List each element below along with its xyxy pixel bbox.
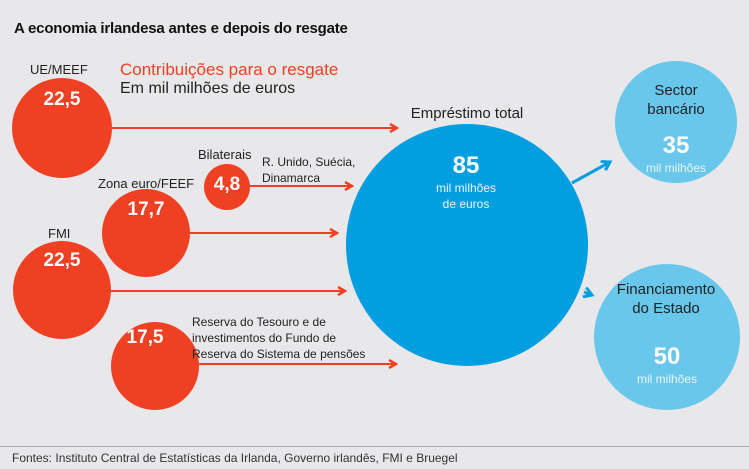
value-fmi: 22,5 [43, 250, 81, 271]
note-reserva: Reserva do Tesouro e de investimentos do… [192, 314, 365, 362]
note-bilaterais: R. Unido, Suécia, Dinamarca [262, 154, 355, 186]
value-financiamento: 50 [653, 343, 681, 370]
label-sector-bancario: Sector bancário [647, 81, 705, 119]
chart-title: A economia irlandesa antes e depois do r… [14, 20, 348, 37]
label-line: do Estado [632, 300, 700, 317]
note-reserva-line: investimentos do Fundo de [192, 331, 337, 345]
value-sector-bancario: 35 [662, 132, 690, 159]
value-emprestimo-total: 85 [452, 152, 480, 179]
note-reserva-line: Reserva do Tesouro e de [192, 315, 326, 329]
circle-zona-euro [102, 189, 190, 277]
label-financiamento: Financiamento do Estado [617, 280, 715, 318]
unit-line: de euros [442, 197, 490, 211]
label-fmi: FMI [48, 226, 71, 241]
circle-bilaterais [204, 164, 250, 210]
value-bilaterais: 4,8 [213, 174, 241, 195]
unit-emprestimo-total: mil milhões de euros [436, 180, 496, 212]
circle-reserva [111, 322, 199, 410]
legend-heading: Contribuições para o resgate [120, 60, 339, 79]
unit-financiamento: mil milhões [636, 372, 698, 386]
footer-divider [0, 446, 749, 447]
value-zona-euro: 17,7 [127, 199, 165, 220]
label-ue-meef: UE/MEEF [30, 62, 88, 77]
arrow-to-financiamento [584, 292, 592, 295]
label-bilaterais: Bilaterais [198, 147, 252, 162]
circle-ue-meef [12, 78, 112, 178]
label-line: Financiamento [616, 281, 716, 298]
arrow-to-sector-bancario [571, 162, 610, 185]
label-line: Sector [654, 82, 698, 99]
unit-line: mil milhões [435, 181, 497, 195]
circle-financiamento [594, 264, 740, 410]
label-zona-euro: Zona euro/FEEF [98, 176, 195, 191]
circle-emprestimo-total [346, 124, 588, 366]
note-bilaterais-line: R. Unido, Suécia, [262, 155, 356, 169]
note-reserva-line: Reserva do Sistema de pensões [192, 347, 366, 361]
circle-fmi [13, 241, 111, 339]
footer-sources: Fontes: Instituto Central de Estatística… [12, 451, 458, 465]
value-ue-meef: 22,5 [43, 89, 81, 110]
label-line: bancário [647, 101, 705, 118]
unit-sector-bancario: mil milhões [645, 161, 707, 175]
value-reserva: 17,5 [126, 327, 164, 348]
note-bilaterais-line: Dinamarca [262, 171, 321, 185]
circle-sector-bancario [615, 61, 737, 183]
label-emprestimo-total: Empréstimo total [410, 105, 524, 122]
legend-unit: Em mil milhões de euros [120, 80, 296, 97]
